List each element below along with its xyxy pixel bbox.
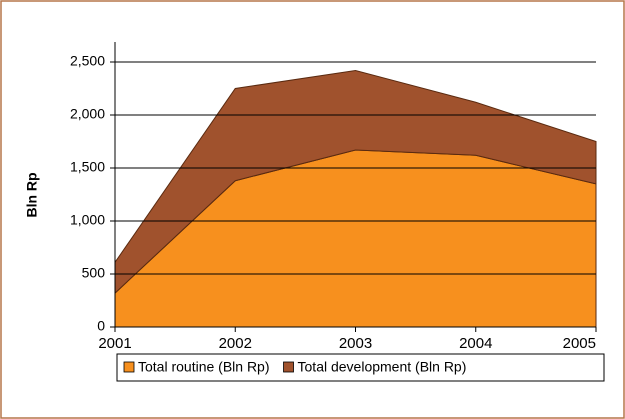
area: [114, 69, 597, 295]
y-tick-label: 1,000: [70, 212, 105, 228]
x-tick-label: 2001: [98, 335, 131, 352]
y-tick-label: 2,000: [70, 106, 105, 122]
y-tick-label: 0: [97, 318, 105, 334]
legend-swatch: [123, 361, 135, 373]
x-tick-label: 2005: [563, 335, 596, 352]
legend-label: Total routine (Bln Rp): [138, 359, 270, 375]
y-tick-label: 1,500: [70, 159, 105, 175]
x-tick-label: 2003: [339, 335, 372, 352]
x-tick-label: 2002: [219, 335, 252, 352]
legend-swatch: [283, 361, 294, 373]
y-tick-label: 500: [82, 265, 106, 281]
y-tick-label: 2,500: [70, 53, 105, 69]
legend-box: [116, 353, 605, 382]
legend-label: Total development (Bln Rp): [298, 359, 467, 375]
x-tick-label: 2004: [459, 335, 492, 352]
y-axis-label: Bln Rp: [24, 172, 40, 217]
